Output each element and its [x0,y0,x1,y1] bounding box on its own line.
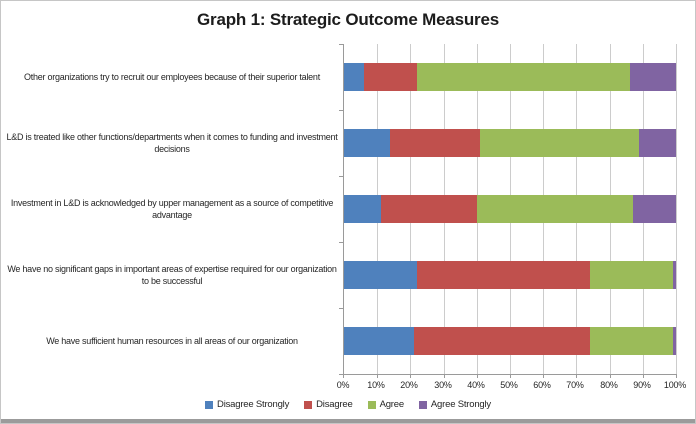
bar-segment-disagree-strongly [344,327,414,355]
value-axis-tick-label: 80% [600,380,618,390]
value-axis-tick [576,374,577,378]
legend-item: Agree Strongly [418,399,491,410]
legend-item: Agree [367,399,405,410]
bar-segment-agree-strongly [629,63,676,91]
value-axis-tick [377,374,378,378]
category-axis-tick [339,176,344,177]
image-bottom-border [1,419,695,423]
bar-segment-agree [480,129,640,157]
category-label: We have no significant gaps in important… [7,263,337,286]
legend-label: Disagree Strongly [217,399,290,410]
bar-segment-agree [417,63,630,91]
value-axis-tick-label: 30% [434,380,452,390]
legend-label: Agree Strongly [430,399,491,410]
bar-row [344,129,676,157]
bar-segment-disagree-strongly [344,261,418,289]
value-axis-tick [676,374,677,378]
value-axis-tick-label: 20% [400,380,418,390]
bar-segment-agree-strongly [672,327,676,355]
value-axis-tick [543,374,544,378]
legend-item: Disagree [304,399,353,410]
value-axis-labels: 0% 10% 20% 30% 40% 50% 60% 70% 80% 90% 100% [337,380,687,392]
plot-area [339,44,677,378]
legend-item: Disagree Strongly [205,399,289,410]
bar-segment-disagree [363,63,418,91]
value-axis-tick-label: 70% [566,380,584,390]
bar-segment-agree-strongly [672,261,676,289]
category-axis-tick [339,44,344,45]
value-axis-tick [343,374,344,378]
category-axis-labels: Other organizations try to recruit our e… [6,44,338,374]
value-axis-tick-label: 0% [336,380,350,390]
bar-segment-disagree [417,261,590,289]
value-axis-tick [477,374,478,378]
bar-segment-disagree-strongly [344,195,381,223]
value-axis-tick-label: 90% [633,380,651,390]
value-axis-tick [610,374,611,378]
value-axis-tick [643,374,644,378]
bar-segment-disagree [380,195,477,223]
category-axis-tick [339,374,344,375]
category-axis-tick [339,242,344,243]
value-axis-tick [444,374,445,378]
legend: Disagree Strongly Disagree Agree Agree Stro… [1,399,695,410]
bar-row [344,327,676,355]
value-axis-tick-label: 40% [467,380,485,390]
value-axis-tick [410,374,411,378]
bar-segment-agree [589,261,673,289]
category-axis-tick [339,110,344,111]
chart-title: Graph 1: Strategic Outcome Measures [197,10,499,29]
legend-swatch [304,400,313,409]
bar-segment-disagree-strongly [344,63,364,91]
legend-swatch [418,400,427,409]
category-label: Investment in L&D is acknowledged by upp… [10,197,334,220]
bar-segment-agree [476,195,633,223]
bar-row [344,63,676,91]
value-axis-tick [510,374,511,378]
value-axis-tick-label: 50% [500,380,518,390]
bar-row [344,195,676,223]
legend-label: Disagree [316,399,353,410]
value-axis-tick-label: 100% [663,380,687,390]
bar-segment-disagree [413,327,590,355]
bar-row [344,261,676,289]
bar-segment-disagree [390,129,481,157]
legend-label: Agree [379,399,405,410]
category-label: Other organizations try to recruit our e… [24,71,320,82]
category-label: L&D is treated like other functions/depa… [6,131,338,154]
legend-swatch [367,400,376,409]
category-axis-tick [339,308,344,309]
bar-segment-disagree-strongly [344,129,391,157]
legend-swatch [205,400,214,409]
bar-segment-agree [589,327,673,355]
bar-segment-agree-strongly [639,129,676,157]
value-axis-tick-label: 10% [367,380,385,390]
bar-segment-agree-strongly [632,195,676,223]
value-axis-tick-label: 60% [533,380,551,390]
category-label: We have sufficient human resources in al… [46,335,298,346]
gridline [676,44,677,374]
